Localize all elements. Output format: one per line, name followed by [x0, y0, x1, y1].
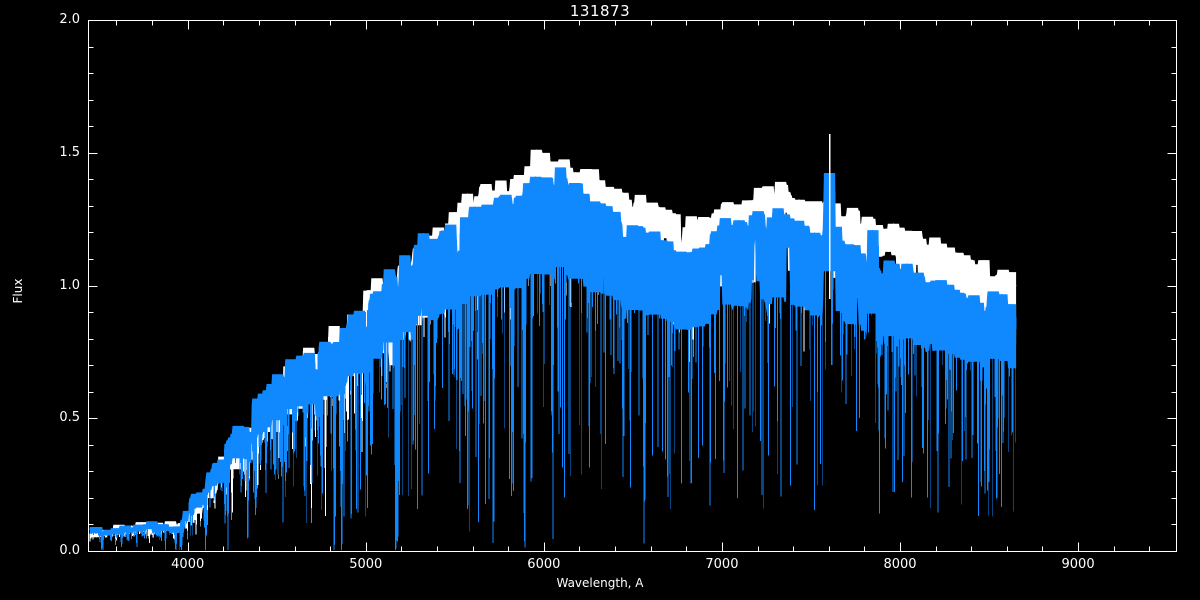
y-tick-label-1.5: 1.5	[59, 144, 80, 160]
series-model-spectrum-blue	[89, 167, 1017, 550]
x-tick-label-5000: 5000	[349, 557, 383, 572]
x-tick-label-7000: 7000	[705, 557, 739, 572]
spectrum-upper-noise	[89, 167, 1017, 550]
scattered-absorption-needles	[277, 199, 1016, 523]
y-tick-label-0.5: 0.5	[59, 410, 80, 426]
x-tick-label-8000: 8000	[883, 557, 917, 572]
x-axis-label: Wavelength, A	[556, 576, 644, 590]
y-tick-label-1.0: 1.0	[59, 277, 80, 293]
y-tick-label-2.0: 2.0	[59, 12, 80, 27]
x-tick-label-9000: 9000	[1061, 557, 1095, 572]
y-tick-label-0.0: 0.0	[59, 543, 80, 558]
x-tick-label-4000: 4000	[171, 557, 205, 572]
needle-path	[277, 199, 1016, 523]
spectrum-body	[89, 167, 1017, 537]
x-tick-label-6000: 6000	[527, 557, 561, 572]
page-title: 131873	[569, 2, 631, 20]
axis-frame	[88, 20, 1177, 552]
